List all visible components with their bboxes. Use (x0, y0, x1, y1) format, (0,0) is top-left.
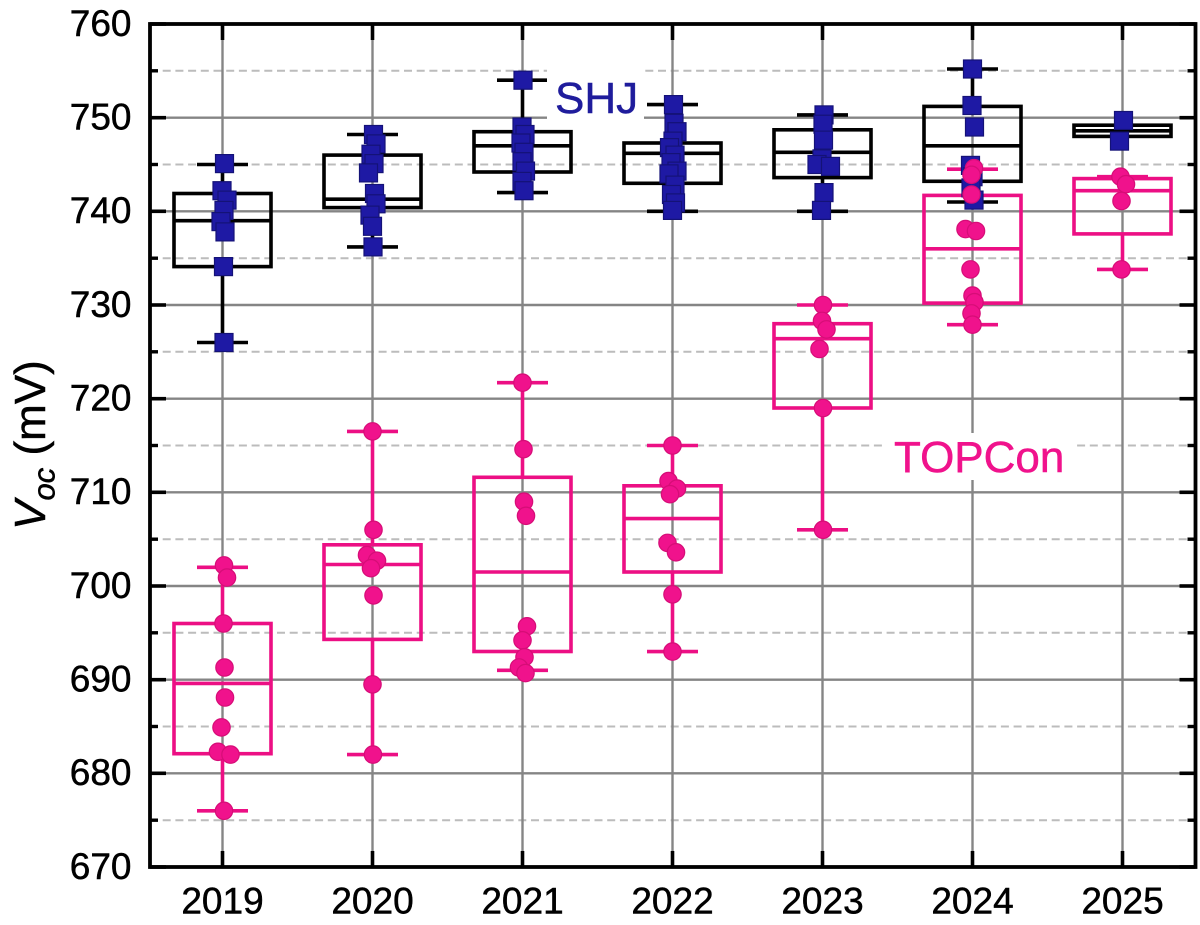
svg-text:2024: 2024 (931, 881, 1013, 922)
svg-text:710: 710 (70, 471, 132, 512)
svg-text:730: 730 (70, 284, 132, 325)
svg-text:2020: 2020 (331, 881, 413, 922)
svg-text:700: 700 (70, 565, 132, 606)
svg-text:2019: 2019 (181, 881, 263, 922)
svg-text:690: 690 (70, 659, 132, 700)
svg-text:740: 740 (70, 190, 132, 231)
svg-text:680: 680 (70, 752, 132, 793)
svg-text:670: 670 (70, 846, 132, 887)
svg-text:760: 760 (70, 3, 132, 44)
svg-text:2021: 2021 (481, 881, 563, 922)
svg-text:2025: 2025 (1081, 881, 1163, 922)
svg-text:720: 720 (70, 378, 132, 419)
svg-text:TOPCon: TOPCon (894, 433, 1064, 482)
svg-text:Voc (mV): Voc (mV) (6, 360, 62, 530)
svg-text:750: 750 (70, 97, 132, 138)
svg-text:2023: 2023 (781, 881, 863, 922)
svg-text:2022: 2022 (631, 881, 713, 922)
svg-text:SHJ: SHJ (555, 74, 638, 123)
